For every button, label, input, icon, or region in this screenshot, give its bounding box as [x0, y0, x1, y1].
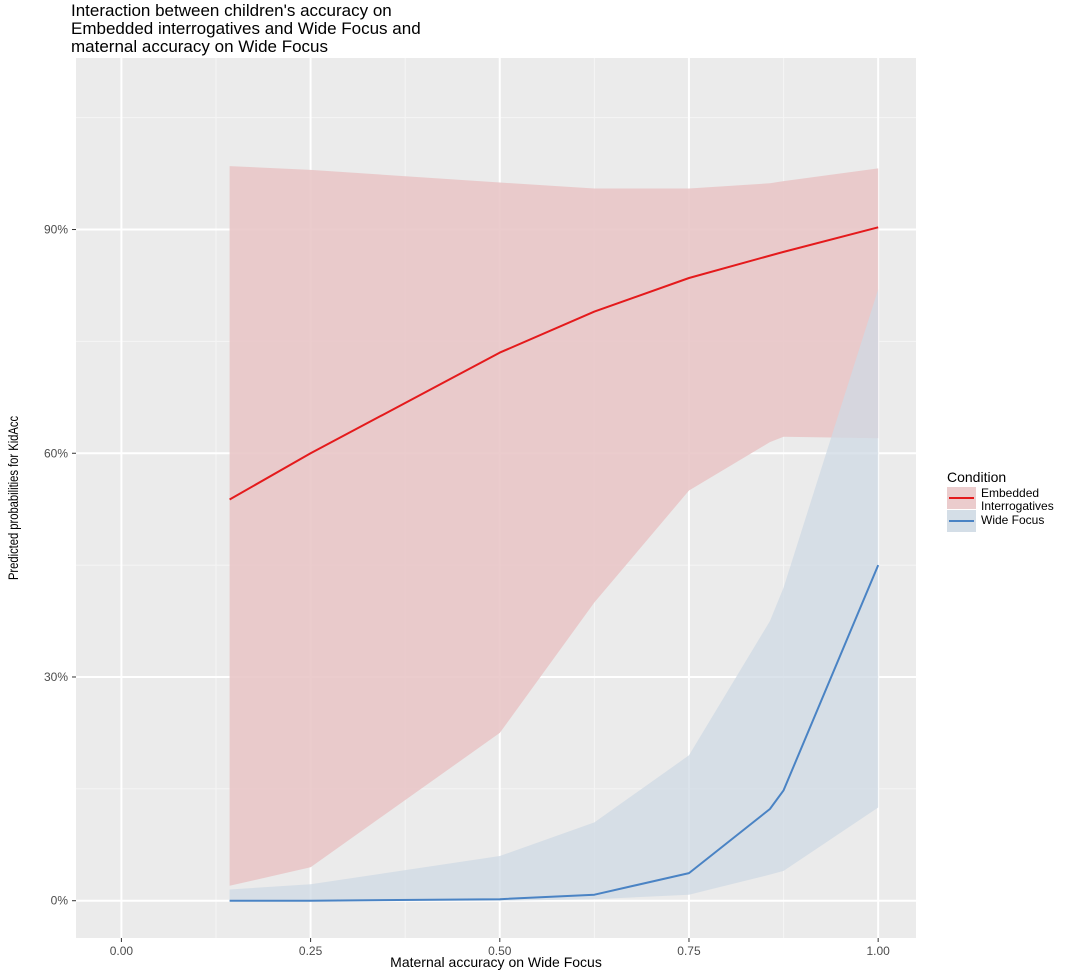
x-axis-title: Maternal accuracy on Wide Focus — [390, 954, 602, 970]
series-lines — [229, 226, 880, 902]
legend-label-1: Interrogatives — [981, 499, 1054, 513]
chart-title-line-3: maternal accuracy on Wide Focus — [71, 37, 328, 56]
y-tick-label: 30% — [44, 670, 68, 684]
legend-label-1: Embedded — [981, 486, 1039, 500]
y-tick-label: 90% — [44, 223, 68, 237]
chart-title-line-2: Embedded interrogatives and Wide Focus a… — [71, 19, 421, 38]
line-series-2 — [229, 564, 880, 902]
y-tick-label: 60% — [44, 446, 68, 460]
x-axis-ticks: 0.00 0.25 0.50 0.75 1.00 — [110, 938, 890, 958]
x-tick-label: 0.50 — [488, 944, 512, 958]
ribbon-series-1 — [229, 166, 879, 886]
chart-title: Interaction between children's accuracy … — [71, 1, 421, 56]
x-tick-label: 1.00 — [866, 944, 890, 958]
x-tick-label: 0.75 — [677, 944, 701, 958]
legend-title: Condition — [947, 469, 1006, 485]
y-tick-label: 0% — [51, 894, 69, 908]
x-tick-label: 0.25 — [299, 944, 323, 958]
confidence-ribbons — [229, 166, 879, 901]
ribbon-series-2 — [229, 289, 879, 901]
y-axis-ticks: 0% 30% 60% 90% — [44, 223, 76, 908]
x-tick-label: 0.00 — [110, 944, 134, 958]
line-series-1 — [229, 226, 879, 501]
y-axis-title: Predicted probabilities for KidAcc — [6, 416, 21, 580]
legend-label-2: Wide Focus — [981, 513, 1044, 527]
chart-title-line-1: Interaction between children's accuracy … — [71, 1, 392, 20]
